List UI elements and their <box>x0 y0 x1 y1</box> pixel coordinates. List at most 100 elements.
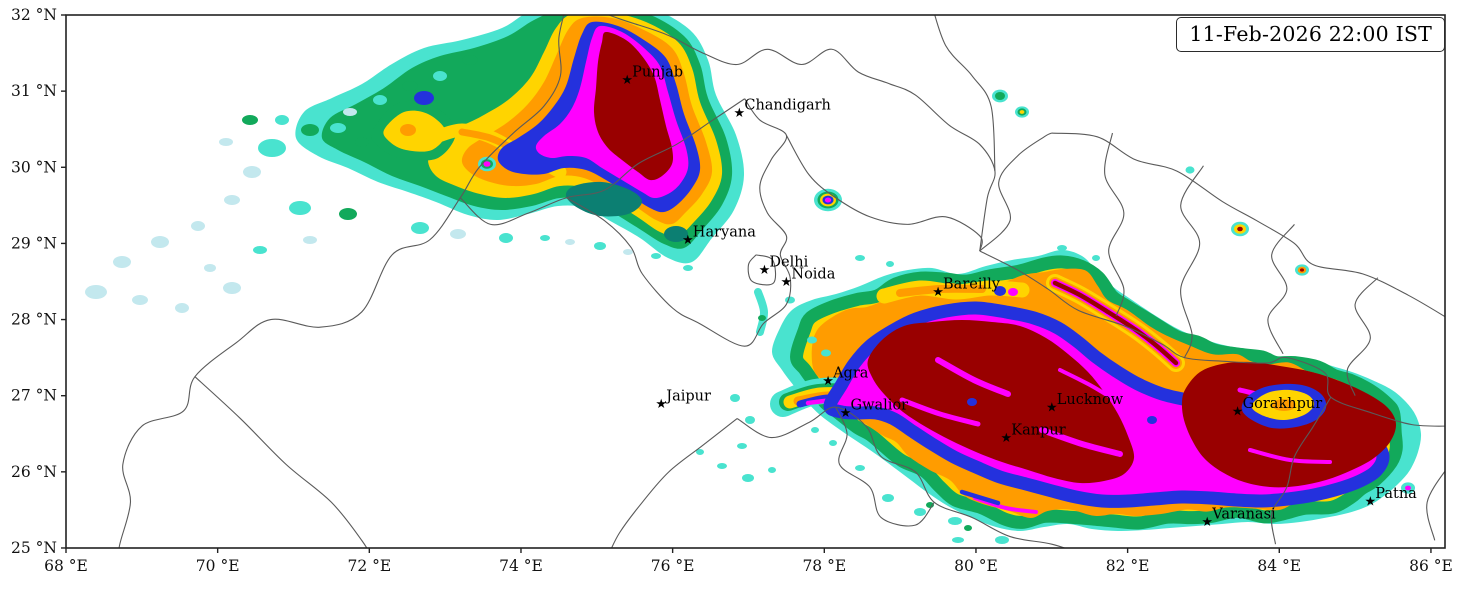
x-tick-label: 76 °E <box>651 557 695 575</box>
y-tick-label: 27 °N <box>11 387 57 405</box>
speckle <box>886 261 894 267</box>
city-star-icon: ★ <box>1364 494 1376 509</box>
speckle <box>807 336 817 344</box>
contour-band <box>1058 368 1117 402</box>
border-line <box>1180 165 1204 358</box>
x-tick-label: 80 °E <box>954 557 998 575</box>
city-star-icon: ★ <box>621 73 633 88</box>
speckle <box>355 137 369 147</box>
speckle <box>414 91 434 105</box>
border-line <box>1346 277 1379 396</box>
city-star-icon: ★ <box>1000 431 1012 446</box>
speckle <box>623 249 633 255</box>
city-marker-haryana: ★ Haryana <box>682 225 756 249</box>
speckle <box>742 474 754 482</box>
y-tick-label: 31 °N <box>11 82 57 100</box>
contour-band <box>896 284 986 297</box>
city-star-icon: ★ <box>840 406 852 421</box>
city-marker-agra: ★ Agra <box>822 365 869 389</box>
x-tick-label: 68 °E <box>44 557 88 575</box>
speckle <box>811 427 819 433</box>
y-tick-label: 28 °N <box>11 311 57 329</box>
border-line <box>979 250 1445 427</box>
border-line <box>1270 396 1332 545</box>
city-label: Jaipur <box>664 388 711 404</box>
y-tick-label: 25 °N <box>11 539 57 557</box>
speckle <box>462 55 478 65</box>
speckle <box>952 537 964 543</box>
plot-frame <box>65 14 1446 549</box>
speckle <box>483 161 491 167</box>
city-label: Chandigarh <box>744 97 831 113</box>
speckle <box>191 221 205 231</box>
city-star-icon: ★ <box>781 275 793 290</box>
speckle <box>1237 226 1243 232</box>
city-star-icon: ★ <box>932 285 944 300</box>
x-tick-label: 70 °E <box>196 557 240 575</box>
border-line <box>785 135 983 252</box>
city-marker-bareilly: ★ Bareilly <box>932 276 1001 300</box>
speckle <box>433 71 447 81</box>
speckle <box>855 255 865 261</box>
speckle <box>967 398 977 406</box>
x-tick-label: 82 °E <box>1106 557 1150 575</box>
speckle <box>243 166 261 178</box>
speckle <box>995 92 1005 100</box>
speckle <box>882 494 894 502</box>
city-marker-delhi: ★ Delhi <box>759 254 809 278</box>
city-marker-gorakhpur: ★ Gorakhpur <box>1232 396 1322 420</box>
speckle <box>1147 416 1157 424</box>
speckle <box>995 536 1009 544</box>
speckle <box>824 197 832 203</box>
contour-region <box>593 31 674 181</box>
contour-band <box>1248 448 1332 464</box>
city-label: Kanpur <box>1011 423 1065 439</box>
speckle <box>402 81 418 91</box>
timestamp-box: 11-Feb-2026 22:00 IST <box>1176 17 1445 52</box>
city-label: Haryana <box>693 225 756 241</box>
speckle <box>768 467 776 473</box>
contour-region <box>867 320 1135 484</box>
y-tick-label: 29 °N <box>11 234 57 252</box>
city-label: Agra <box>832 365 869 381</box>
speckle <box>242 115 258 125</box>
speckle <box>785 296 795 304</box>
border-line <box>1267 224 1295 355</box>
contour-band <box>959 489 1001 506</box>
speckle <box>737 443 747 449</box>
x-tick-label: 84 °E <box>1257 557 1301 575</box>
speckle <box>204 264 216 272</box>
speckle <box>113 256 131 268</box>
timestamp-text: 11-Feb-2026 22:00 IST <box>1189 22 1432 46</box>
speckle <box>730 394 740 402</box>
speckle <box>253 246 267 254</box>
speckle <box>758 315 766 321</box>
border-line <box>736 406 1067 548</box>
city-star-icon: ★ <box>822 374 834 389</box>
contour-band <box>935 357 1011 397</box>
speckle <box>664 226 688 242</box>
speckle <box>914 508 926 516</box>
border-line <box>934 15 996 172</box>
city-marker-kanpur: ★ Kanpur <box>1000 423 1065 447</box>
border-line <box>566 98 792 347</box>
city-marker-varanasi: ★ Varanasi <box>1201 506 1276 530</box>
city-label: Punjab <box>632 65 683 81</box>
speckle <box>594 242 606 250</box>
speckle <box>717 463 727 469</box>
speckle <box>855 465 865 471</box>
city-star-icon: ★ <box>734 106 746 121</box>
city-star-icon: ★ <box>682 233 694 248</box>
city-label: Bareilly <box>943 276 1001 292</box>
city-star-icon: ★ <box>655 397 667 412</box>
speckle <box>411 222 429 234</box>
city-label: Noida <box>791 266 835 282</box>
speckle <box>151 236 169 248</box>
speckle <box>565 239 575 245</box>
y-tick-label: 32 °N <box>11 6 57 24</box>
speckle <box>289 201 311 215</box>
border-line <box>459 98 745 226</box>
speckle <box>540 235 550 241</box>
speckle <box>696 449 704 455</box>
